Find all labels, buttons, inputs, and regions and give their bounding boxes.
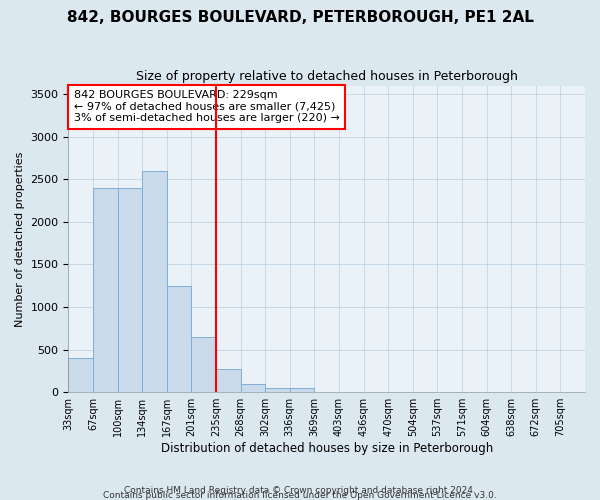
- Text: Contains public sector information licensed under the Open Government Licence v3: Contains public sector information licen…: [103, 491, 497, 500]
- Text: Contains HM Land Registry data © Crown copyright and database right 2024.: Contains HM Land Registry data © Crown c…: [124, 486, 476, 495]
- Bar: [68, 358, 93, 392]
- Text: 842, BOURGES BOULEVARD, PETERBOROUGH, PE1 2AL: 842, BOURGES BOULEVARD, PETERBOROUGH, PE…: [67, 10, 533, 25]
- Bar: [241, 384, 265, 392]
- Bar: [93, 188, 118, 392]
- Bar: [118, 188, 142, 392]
- Bar: [290, 388, 314, 392]
- X-axis label: Distribution of detached houses by size in Peterborough: Distribution of detached houses by size …: [161, 442, 493, 455]
- Bar: [167, 286, 191, 392]
- Title: Size of property relative to detached houses in Peterborough: Size of property relative to detached ho…: [136, 70, 518, 83]
- Y-axis label: Number of detached properties: Number of detached properties: [15, 151, 25, 326]
- Bar: [142, 170, 167, 392]
- Bar: [216, 369, 241, 392]
- Bar: [191, 337, 216, 392]
- Text: 842 BOURGES BOULEVARD: 229sqm
← 97% of detached houses are smaller (7,425)
3% of: 842 BOURGES BOULEVARD: 229sqm ← 97% of d…: [74, 90, 340, 124]
- Bar: [265, 388, 290, 392]
